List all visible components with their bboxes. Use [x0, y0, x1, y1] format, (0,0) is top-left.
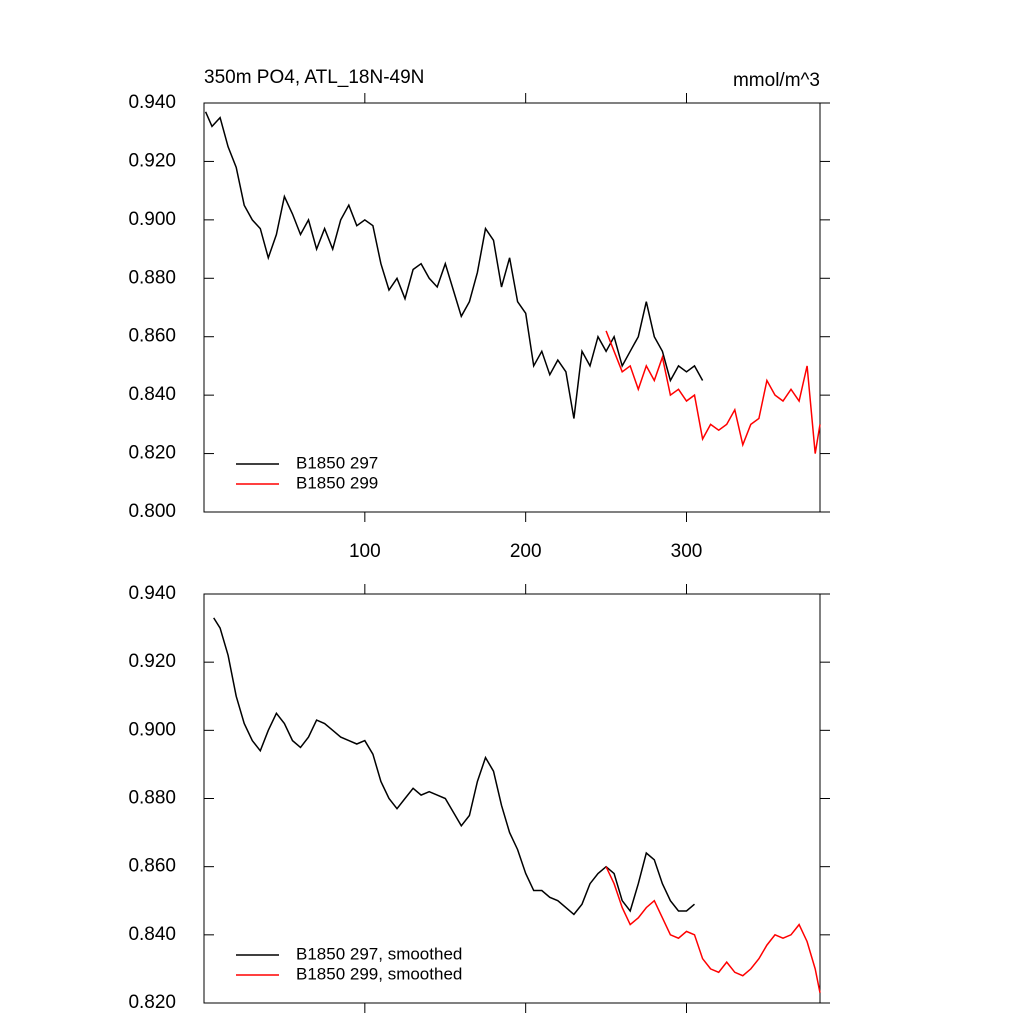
x-tick-label: 100: [349, 541, 381, 562]
y-tick-label: 0.920: [128, 651, 176, 672]
plot-frame: [203, 102, 821, 513]
chart-title: 350m PO4, ATL_18N-49N: [204, 67, 424, 88]
data-line: [605, 866, 821, 993]
legend-label: B1850 297: [296, 453, 378, 472]
y-tick-label: 0.820: [128, 443, 176, 464]
y-tick-label: 0.920: [128, 150, 176, 171]
y-tick-label: 0.940: [128, 583, 176, 604]
x-tick-label: 200: [510, 541, 542, 562]
units-label: mmol/m^3: [733, 70, 820, 91]
legend-label: B1850 299: [296, 473, 378, 492]
y-tick-label: 0.900: [128, 209, 176, 230]
data-line: [204, 111, 704, 419]
y-tick-label: 0.860: [128, 856, 176, 877]
data-line: [605, 330, 821, 454]
y-tick-label: 0.880: [128, 267, 176, 288]
legend-label: B1850 297, smoothed: [296, 944, 462, 963]
legend-label: B1850 299, smoothed: [296, 964, 462, 983]
y-tick-label: 0.940: [128, 92, 176, 113]
y-tick-label: 0.860: [128, 326, 176, 347]
x-tick-label: 300: [671, 541, 703, 562]
y-tick-label: 0.800: [128, 501, 176, 522]
y-tick-label: 0.880: [128, 788, 176, 809]
y-tick-label: 0.900: [128, 719, 176, 740]
plot-frame: [203, 593, 821, 1004]
y-tick-label: 0.840: [128, 384, 176, 405]
y-tick-label: 0.820: [128, 992, 176, 1013]
y-tick-label: 0.840: [128, 924, 176, 945]
data-line: [213, 617, 695, 916]
